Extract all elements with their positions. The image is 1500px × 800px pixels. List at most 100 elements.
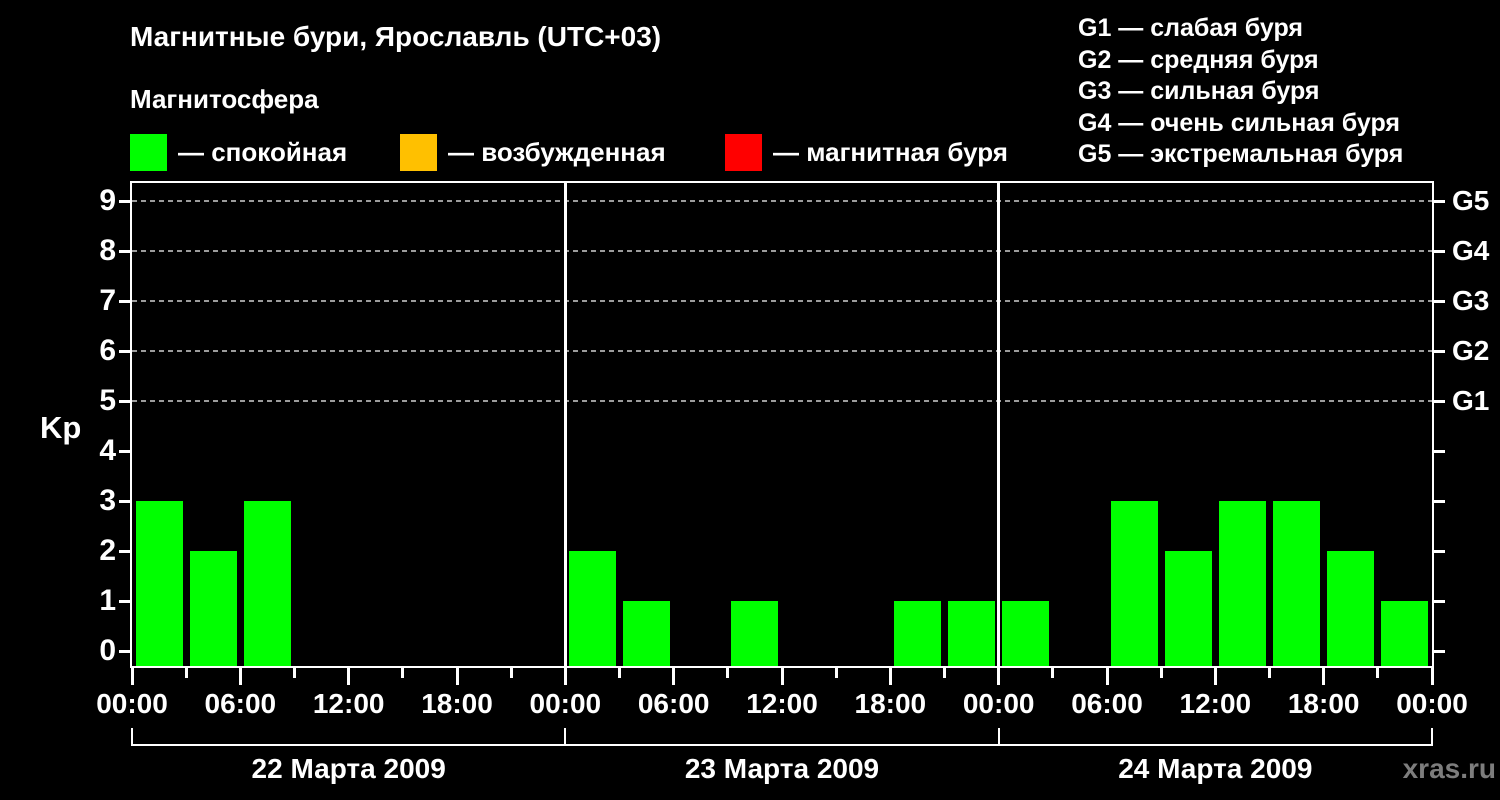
kp-bar [893, 601, 941, 666]
y-tick [119, 599, 132, 603]
x-tick-minor [509, 666, 513, 678]
g-level-label: G5 [1452, 185, 1490, 216]
y-tick [119, 399, 132, 403]
kp-bar [243, 501, 291, 666]
kp-bar [1110, 501, 1158, 666]
right-tick [1432, 649, 1445, 653]
right-tick [1432, 549, 1445, 553]
legend-swatch-quiet [130, 134, 167, 171]
time-label: 00:00 [529, 688, 602, 719]
time-label: 00:00 [962, 688, 1035, 719]
storm-scale-item: G2 — средняя буря [1078, 45, 1319, 74]
x-tick-major [238, 666, 242, 685]
kp-bar [1164, 551, 1212, 666]
x-tick-minor [943, 666, 946, 678]
time-label: 12:00 [746, 688, 818, 719]
y-tick-label: 2 [99, 534, 116, 567]
kp-bar [731, 601, 779, 666]
date-bracket-line [132, 744, 1432, 746]
chart-title: Магнитные бури, Ярославль (UTC+03) [130, 21, 662, 52]
date-label: 23 Марта 2009 [684, 753, 880, 784]
x-tick-major [563, 666, 567, 685]
time-label: 06:00 [637, 688, 710, 719]
x-tick-minor [618, 666, 621, 678]
legend-label-excited: — возбужденная [448, 137, 666, 167]
x-tick-minor [1051, 666, 1055, 678]
magnetosphere-label: Магнитосфера [130, 84, 319, 114]
y-tick-label: 8 [99, 234, 116, 267]
y-tick [119, 249, 132, 253]
right-tick [1432, 299, 1445, 303]
x-tick-minor [726, 666, 730, 678]
x-tick-minor [401, 666, 405, 678]
date-bracket-tick [997, 728, 1000, 746]
x-tick-minor [1376, 666, 1380, 678]
g-level-label: G2 [1452, 335, 1490, 366]
storm-scale-item: G4 — очень сильная буря [1078, 108, 1400, 137]
g-level-label: G3 [1452, 285, 1490, 316]
legend-swatch-excited [400, 134, 437, 171]
time-label: 06:00 [204, 688, 277, 719]
x-tick-major [997, 666, 1001, 685]
kp-bar [1273, 501, 1321, 666]
date-label: 24 Марта 2009 [1118, 753, 1313, 784]
kp-bar [1002, 601, 1050, 666]
x-tick-minor [184, 666, 188, 678]
x-tick-minor [1268, 666, 1271, 678]
kp-bar [1327, 551, 1375, 666]
x-tick-major [455, 666, 459, 685]
g-level-label: G4 [1452, 235, 1490, 266]
y-tick-label: 4 [99, 434, 116, 467]
x-tick-major [672, 666, 676, 685]
g-level-label: G1 [1452, 385, 1490, 416]
x-tick-minor [293, 666, 296, 678]
time-label: 00:00 [1396, 688, 1468, 719]
y-tick-label: 3 [99, 484, 116, 517]
plot-frame [130, 181, 1434, 668]
gridline-kp5 [132, 400, 1432, 402]
y-tick [119, 199, 132, 203]
y-tick-label: 9 [99, 184, 116, 217]
kp-bar [623, 601, 671, 666]
x-tick-major [1322, 666, 1326, 685]
kp-bar [189, 551, 237, 666]
y-tick [119, 449, 132, 453]
y-tick-label: 1 [99, 584, 116, 617]
x-tick-major [888, 666, 892, 685]
y-tick [119, 649, 132, 653]
time-label: 00:00 [96, 688, 168, 719]
legend-swatch-storm [725, 134, 762, 171]
right-tick [1432, 349, 1445, 353]
storm-scale-legend: G1 — слабая буря G2 — средняя буря G3 — си… [1078, 13, 1403, 171]
kp-bar [1381, 601, 1429, 666]
time-label: 18:00 [854, 688, 927, 719]
right-tick [1432, 249, 1445, 253]
y-tick [119, 299, 132, 303]
storm-scale-item: G3 — сильная буря [1078, 77, 1320, 106]
x-tick-minor [834, 666, 838, 678]
right-tick [1432, 499, 1445, 503]
right-tick [1432, 199, 1445, 203]
time-label: 12:00 [312, 688, 385, 719]
right-tick [1432, 449, 1445, 453]
x-tick-major [1213, 666, 1217, 685]
gridline-kp6 [132, 350, 1432, 352]
kp-bar [568, 551, 616, 666]
y-axis-title: Kp [40, 410, 82, 445]
gridline-kp7 [132, 300, 1432, 302]
time-label: 12:00 [1179, 688, 1252, 719]
y-tick [119, 549, 132, 553]
date-bracket-tick [564, 728, 567, 746]
x-tick-major [780, 666, 784, 685]
y-tick-label: 0 [99, 634, 116, 667]
legend-label-storm: — магнитная буря [773, 137, 1008, 167]
x-tick-major [1430, 666, 1434, 685]
x-tick-major [347, 666, 351, 685]
y-tick-label: 5 [99, 384, 116, 417]
kp-bar [948, 601, 996, 666]
y-tick-label: 7 [99, 284, 116, 317]
watermark: xras.ru [1402, 753, 1496, 784]
kp-bar [135, 501, 183, 666]
